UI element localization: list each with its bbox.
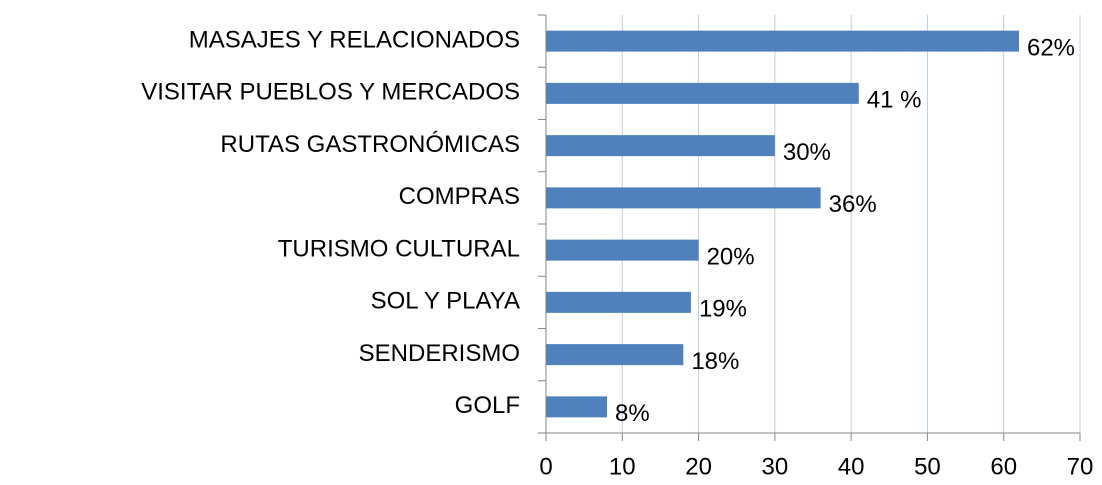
x-tick-label: 60	[990, 453, 1017, 480]
y-tick-label: MASAJES Y RELACIONADOS	[189, 26, 520, 53]
y-tick-label: RUTAS GASTRONÓMICAS	[220, 131, 520, 158]
x-tick-label: 0	[539, 453, 552, 480]
value-label: 20%	[707, 243, 755, 270]
x-tick-label: 50	[914, 453, 941, 480]
value-label: 19%	[699, 296, 747, 323]
x-tick-label: 20	[685, 453, 712, 480]
bar	[546, 344, 684, 366]
bar	[546, 82, 859, 104]
x-tick-label: 40	[838, 453, 865, 480]
x-tick-label: 70	[1067, 453, 1094, 480]
y-tick-label: TURISMO CULTURAL	[278, 235, 520, 262]
value-label: 62%	[1027, 34, 1075, 61]
value-label: 18%	[691, 348, 739, 375]
x-tick-label: 10	[609, 453, 636, 480]
bar	[546, 291, 691, 313]
value-label: 8%	[615, 400, 650, 427]
x-tick-label: 30	[762, 453, 789, 480]
value-label: 30%	[783, 139, 831, 166]
bar	[546, 396, 608, 418]
bar	[546, 187, 821, 209]
value-label: 36%	[829, 191, 877, 218]
bar	[546, 30, 1019, 52]
y-tick-label: SENDERISMO	[359, 340, 520, 367]
y-tick-label: SOL Y PLAYA	[371, 288, 520, 315]
bar	[546, 135, 775, 157]
y-tick-label: VISITAR PUEBLOS Y MERCADOS	[141, 79, 520, 106]
value-label: 41 %	[867, 87, 922, 114]
bar	[546, 239, 699, 261]
y-tick-label: GOLF	[455, 392, 520, 419]
y-tick-label: COMPRAS	[399, 183, 520, 210]
